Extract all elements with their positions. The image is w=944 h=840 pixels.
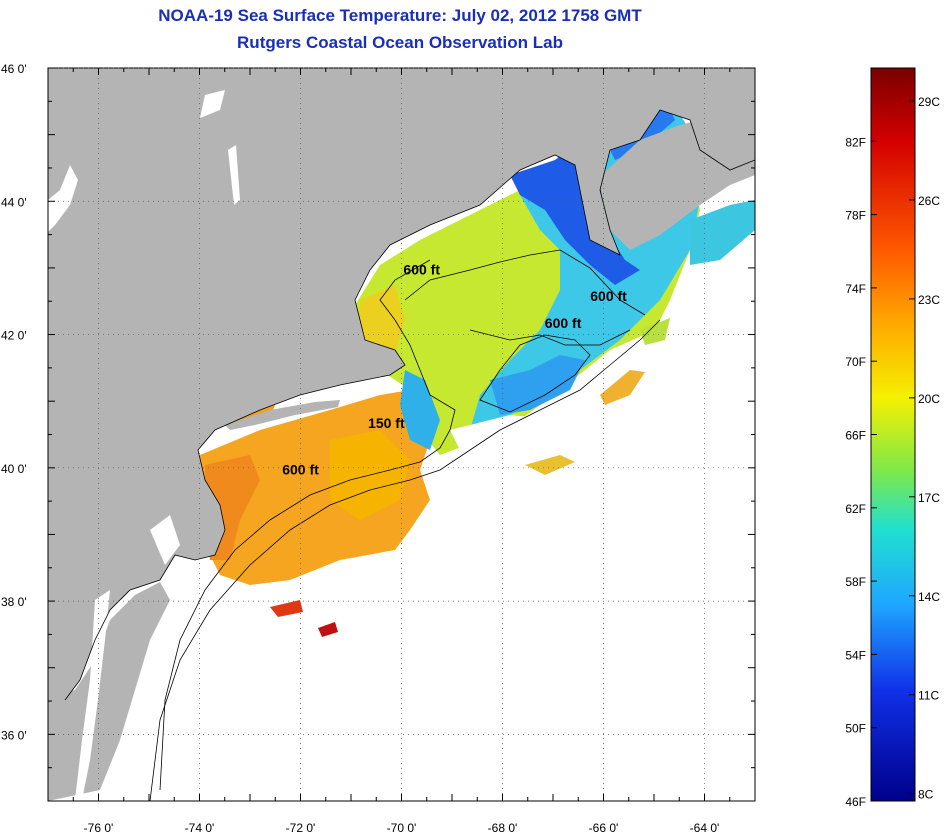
longitude-label: -64 0': [690, 821, 720, 835]
map-ticks: [47, 67, 756, 802]
land-mainland: [48, 68, 755, 700]
contour-label: 150 ft: [368, 415, 405, 431]
colorbar-f-label: 66F: [845, 429, 866, 443]
colorbar-fahrenheit-labels: 82F 78F 74F 70F 66F 62F 58F 54F 50F 46F: [845, 135, 866, 809]
longitude-label: -74 0': [185, 821, 215, 835]
colorbar-f-label: 54F: [845, 648, 866, 662]
colorbar-c-label: 29C: [918, 95, 940, 109]
colorbar-f-label: 62F: [845, 502, 866, 516]
lake-champlain: [228, 145, 240, 205]
longitude-label: -76 0': [84, 821, 114, 835]
land-delmarva: [48, 582, 170, 801]
colorbar-celsius-labels: 29C 26C 23C 20C 17C 14C 11C 8C: [918, 95, 940, 802]
colorbar-c-label: 11C: [918, 689, 939, 703]
colorbar: [870, 67, 916, 802]
inland-lake-1: [200, 90, 225, 118]
sst-cool-nantucket: [400, 370, 440, 450]
land-long-island: [225, 400, 340, 430]
contour-label: 600 ft: [545, 315, 582, 331]
latitude-label: 42 0': [1, 329, 27, 343]
cloud-patch-1: [450, 405, 600, 455]
contour-600ft-shelfbreak: [149, 319, 661, 801]
colorbar-c-label: 23C: [918, 293, 940, 307]
longitude-label: -70 0': [387, 821, 417, 835]
colorbar-c-label: 20C: [918, 392, 940, 406]
contour-label: 600 ft: [590, 288, 627, 304]
contour-georges-bank: [479, 334, 591, 413]
colorbar-f-label: 50F: [845, 722, 866, 736]
longitude-label: -66 0': [589, 821, 619, 835]
colorbar-c-label: 17C: [918, 491, 940, 505]
delaware-bay: [150, 515, 180, 565]
longitude-label: -72 0': [286, 821, 316, 835]
latitude-label: 38 0': [1, 595, 27, 609]
map-title: NOAA-19 Sea Surface Temperature: July 02…: [158, 6, 642, 25]
land-nova-scotia: [598, 120, 755, 250]
sst-cool-south-flank: [490, 355, 585, 415]
lake-ontario-fragment: [48, 165, 78, 232]
colorbar-c-label: 14C: [918, 590, 940, 604]
colorbar-c-label: 26C: [918, 194, 940, 208]
cloud-patch-2: [430, 475, 500, 520]
chesapeake-bay: [75, 590, 110, 800]
latitude-label: 46 0': [1, 62, 27, 76]
sst-scotian-shelf: [690, 200, 755, 265]
longitude-labels: -76 0' -74 0' -72 0' -70 0' -68 0' -66 0' -64 …: [84, 821, 720, 835]
latitude-label: 40 0': [1, 462, 27, 476]
latitude-label: 36 0': [1, 728, 27, 742]
colorbar-f-label: 78F: [845, 209, 866, 223]
latitude-labels: 46 0' 44 0' 42 0' 40 0' 38 0' 36 0': [1, 62, 27, 742]
longitude-label: -68 0': [488, 821, 518, 835]
coastline: [64, 109, 755, 701]
colorbar-f-label: 46F: [845, 795, 866, 809]
sst-patch-east-1: [600, 370, 645, 405]
sst-patch-east-2: [525, 455, 575, 475]
latitude-label: 44 0': [1, 195, 27, 209]
map-subtitle: Rutgers Coastal Ocean Observation Lab: [237, 33, 563, 52]
contour-label: 600 ft: [282, 461, 319, 477]
contour-150ft: [159, 259, 456, 791]
colorbar-c-label: 8C: [918, 788, 934, 802]
contour-label: 600 ft: [403, 262, 440, 278]
contour-labels: 600 ft 150 ft 600 ft 600 ft 600 ft: [282, 262, 627, 478]
colorbar-f-label: 70F: [845, 355, 866, 369]
colorbar-f-label: 82F: [845, 135, 866, 149]
colorbar-f-label: 74F: [845, 282, 866, 296]
sst-gulf-stream-patch-2: [318, 622, 338, 637]
contour-600ft-gulf-maine: [404, 249, 646, 346]
colorbar-f-label: 58F: [845, 575, 866, 589]
colorbar-ticks: [871, 100, 915, 802]
sst-gulf-stream-patch: [270, 600, 303, 617]
sst-patch-east-3: [640, 318, 670, 345]
lat-lon-grid: [48, 67, 755, 801]
